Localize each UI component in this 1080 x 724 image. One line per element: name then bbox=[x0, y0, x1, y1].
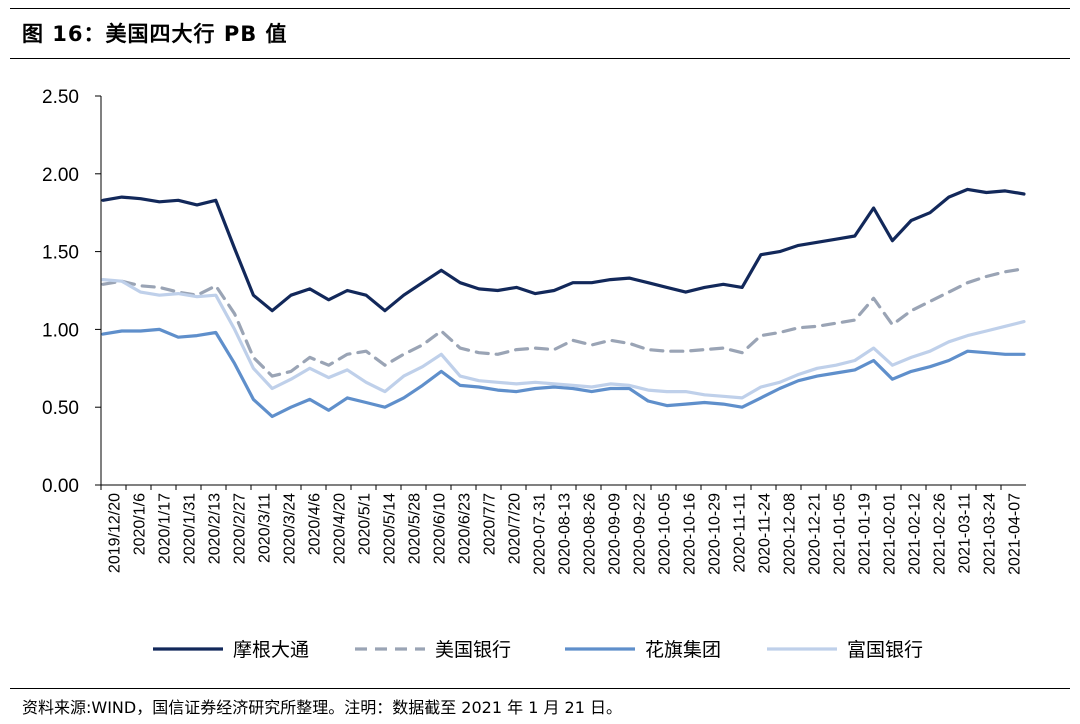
legend-label-3: 花旗集团 bbox=[645, 639, 721, 661]
x-tick-label: 2020/1/6 bbox=[132, 493, 149, 555]
series-line-2 bbox=[101, 267, 1026, 378]
x-tick-label: 2020/6/10 bbox=[432, 493, 449, 564]
y-tick-label: 0.00 bbox=[42, 476, 79, 497]
y-tick-label: 2.00 bbox=[42, 165, 79, 186]
x-tick-label: 2021-01-05 bbox=[832, 493, 849, 575]
series-line-4 bbox=[101, 278, 1026, 400]
figure-title-bar: 图 16：美国四大行 PB 值 bbox=[0, 0, 1080, 60]
y-tick-label: 1.00 bbox=[42, 320, 79, 341]
x-tick-label: 2019/12/20 bbox=[107, 493, 124, 573]
source-note: 资料来源:WIND，国信证券经济研究所整理。注明：数据截至 2021 年 1 月… bbox=[22, 698, 622, 717]
x-tick-label: 2021-03-11 bbox=[957, 493, 974, 574]
x-tick-label: 2020/3/24 bbox=[282, 493, 299, 564]
y-tick-label: 1.50 bbox=[42, 243, 79, 264]
x-tick-label: 2020-07-31 bbox=[532, 493, 549, 575]
pb-line-chart: 0.00 0.50 1.00 1.50 2.00 2.50 2019/12/20 2020/1… bbox=[42, 87, 1026, 661]
x-tick-label: 2020/1/31 bbox=[182, 493, 199, 564]
x-tick-label: 2021-04-07 bbox=[1007, 493, 1024, 575]
x-tick-label: 2020/4/6 bbox=[307, 493, 324, 555]
x-tick-label: 2021-01-19 bbox=[857, 493, 874, 575]
x-tick-label: 2021-02-01 bbox=[882, 493, 899, 575]
x-tick-label: 2020-10-16 bbox=[682, 493, 699, 575]
x-tick-label: 2021-02-26 bbox=[932, 493, 949, 575]
x-tick-label: 2020/2/13 bbox=[207, 493, 224, 564]
x-tick-label: 2020/7/7 bbox=[482, 493, 499, 555]
x-tick-label: 2020/7/20 bbox=[507, 493, 524, 564]
x-tick-label: 2020-11-11 bbox=[732, 493, 749, 573]
top-rule bbox=[10, 8, 1070, 9]
x-tick-label: 2020-08-13 bbox=[557, 493, 574, 575]
x-tick-label: 2020-09-09 bbox=[607, 493, 624, 575]
legend-label-4: 富国银行 bbox=[847, 639, 923, 661]
x-tick-label: 2021-03-24 bbox=[982, 493, 999, 575]
x-tick-label: 2020/1/17 bbox=[157, 493, 174, 564]
footer-rule bbox=[10, 688, 1070, 689]
x-tick-label: 2020-10-29 bbox=[707, 493, 724, 575]
y-tick-label: 2.50 bbox=[42, 87, 79, 108]
x-tick-label: 2020/4/20 bbox=[332, 493, 349, 564]
title-rule bbox=[10, 58, 1070, 59]
x-tick-label: 2020/6/23 bbox=[457, 493, 474, 564]
y-tick-label: 0.50 bbox=[42, 398, 79, 419]
x-tick-label: 2020-10-05 bbox=[657, 493, 674, 575]
legend-label-2: 美国银行 bbox=[435, 639, 511, 661]
x-tick-label: 2020-09-22 bbox=[632, 493, 649, 575]
x-tick-label: 2020/5/14 bbox=[382, 493, 399, 564]
x-tick-label: 2021-02-12 bbox=[907, 493, 924, 575]
series-line-3 bbox=[101, 327, 1026, 419]
figure-title: 图 16：美国四大行 PB 值 bbox=[22, 22, 288, 46]
x-tick-label: 2020-08-26 bbox=[582, 493, 599, 575]
x-tick-label: 2020/2/27 bbox=[232, 493, 249, 564]
x-tick-label: 2020-11-24 bbox=[757, 493, 774, 574]
x-tick-label: 2020-12-08 bbox=[782, 493, 799, 575]
x-tick-label: 2020/5/28 bbox=[407, 493, 424, 564]
x-tick-label: 2020-12-21 bbox=[807, 493, 824, 575]
x-tick-label: 2020/5/1 bbox=[357, 493, 374, 555]
series-line-1 bbox=[101, 187, 1026, 313]
legend-label-1: 摩根大通 bbox=[233, 639, 309, 661]
x-tick-label: 2020/3/11 bbox=[257, 493, 274, 563]
